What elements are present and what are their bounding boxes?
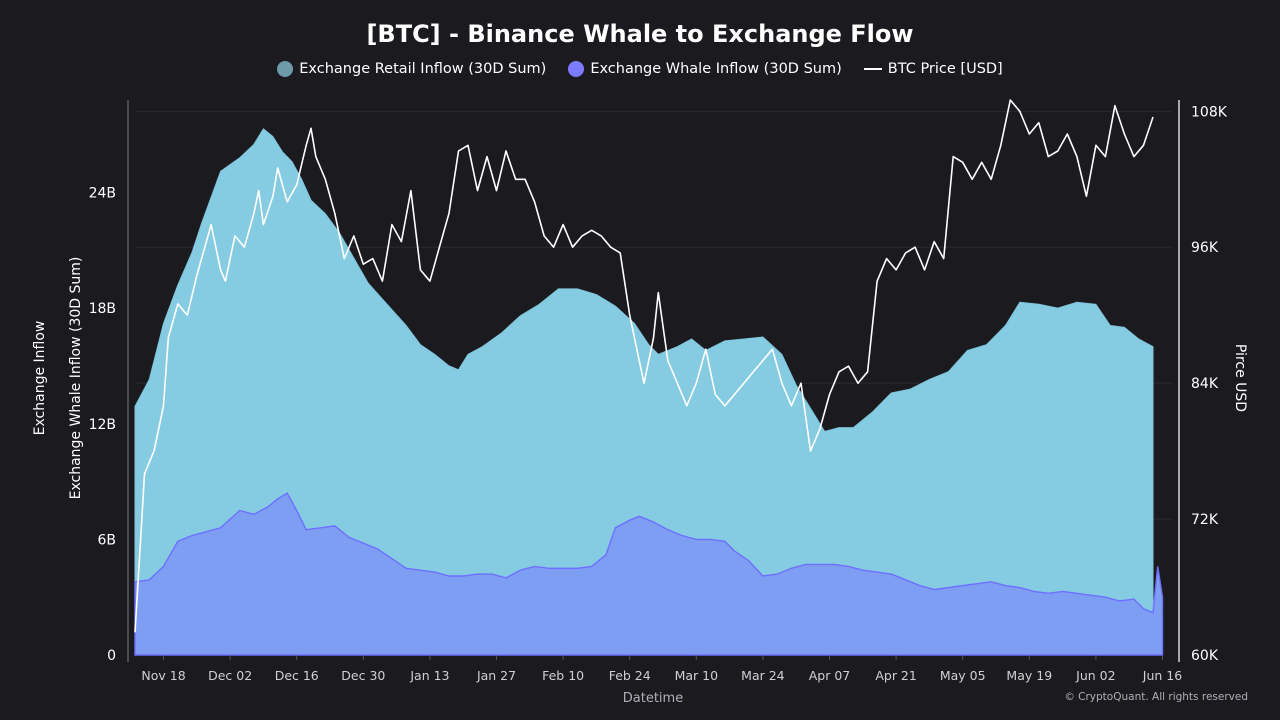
- retail-inflow-area: [134, 128, 1154, 656]
- x-tick-label: Dec 02: [208, 668, 252, 683]
- btc-price-line: [134, 99, 1154, 633]
- y-axis-label-left-2: Exchange Whale Inflow (30D Sum): [68, 257, 84, 500]
- y-left-tick-label: 12B: [89, 417, 116, 433]
- y-left-tick-label: 6B: [97, 532, 116, 548]
- copyright-credit: © CryptoQuant. All rights reserved: [1064, 691, 1248, 703]
- chart-title: [BTC] - Binance Whale to Exchange Flow: [366, 20, 914, 48]
- axes: [127, 100, 1180, 662]
- legend-label-whale: Exchange Whale Inflow (30D Sum): [590, 61, 842, 77]
- x-tick-label: Jan 27: [476, 668, 516, 683]
- whale-inflow-area: [134, 492, 1164, 656]
- x-tick-label: May 05: [940, 668, 986, 683]
- legend-swatch-retail: [277, 61, 294, 77]
- y-right-tick-label: 84K: [1191, 376, 1219, 392]
- x-tick-label: Feb 24: [609, 668, 651, 683]
- x-axis-label: Datetime: [623, 691, 683, 706]
- legend-label-retail: Exchange Retail Inflow (30D Sum): [299, 61, 547, 77]
- legend-item-price[interactable]: BTC Price [USD]: [863, 61, 1003, 77]
- y-left-tick-label: 18B: [89, 301, 116, 317]
- series-lines: [134, 99, 1154, 633]
- x-tick-label: Feb 10: [542, 668, 584, 683]
- y-axis-label-right: Pirce USD: [1232, 344, 1248, 412]
- x-tick-label: Nov 18: [141, 668, 185, 683]
- y-right-tick-label: 60K: [1191, 648, 1219, 664]
- legend-swatch-price: [863, 68, 882, 70]
- legend-item-retail[interactable]: Exchange Retail Inflow (30D Sum): [277, 61, 546, 77]
- x-tick-label: Mar 10: [675, 668, 719, 683]
- y-right-tick-label: 96K: [1191, 240, 1219, 256]
- tick-labels: 0 6B 12B 18B 24B 60K 72K 84K 96K 108K Nov 18 Dec 02…: [89, 104, 1228, 683]
- y-right-tick-label: 72K: [1191, 512, 1219, 528]
- x-tick-label: Jun 02: [1075, 668, 1115, 683]
- x-tick-label: Jan 13: [409, 668, 449, 683]
- x-tick-label: Mar 24: [741, 668, 785, 683]
- legend-item-whale[interactable]: Exchange Whale Inflow (30D Sum): [568, 61, 842, 77]
- x-tick-label: May 19: [1006, 668, 1052, 683]
- x-tick-label: Apr 21: [875, 668, 917, 683]
- legend: Exchange Retail Inflow (30D Sum) Exchang…: [0, 61, 1280, 77]
- y-left-tick-label: 0: [107, 648, 116, 664]
- x-tick-label: Dec 16: [275, 668, 319, 683]
- legend-label-price: BTC Price [USD]: [887, 61, 1003, 77]
- series-areas: [134, 128, 1164, 656]
- y-right-tick-label: 108K: [1191, 104, 1228, 120]
- x-tick-label: Apr 07: [809, 668, 851, 683]
- y-axis-label-left-1: Exchange Inflow: [32, 321, 48, 436]
- x-tick-label: Jun 16: [1142, 668, 1182, 683]
- x-tick-label: Dec 30: [341, 668, 385, 683]
- y-left-tick-label: 24B: [89, 186, 116, 202]
- legend-swatch-whale: [568, 61, 585, 77]
